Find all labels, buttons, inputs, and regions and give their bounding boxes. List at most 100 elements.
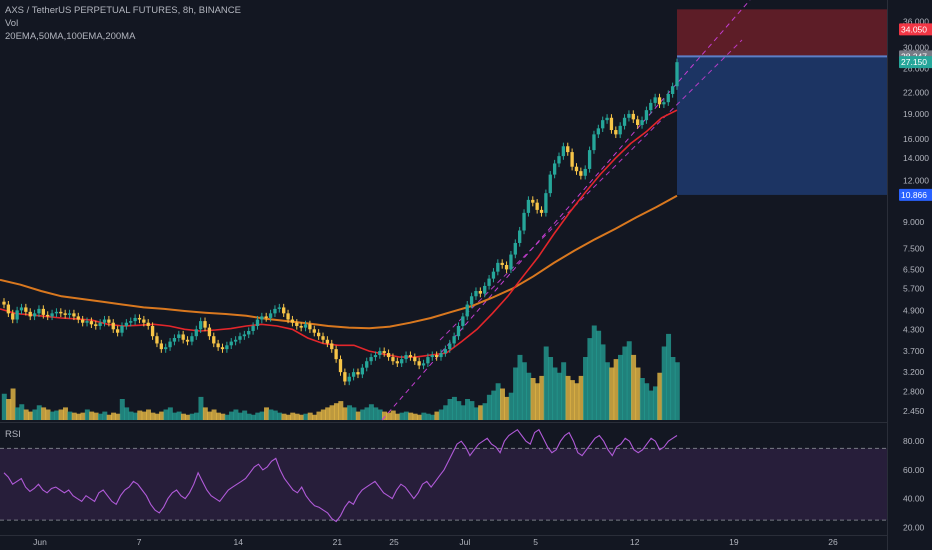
volume-bar <box>618 354 623 420</box>
time-axis-border <box>0 535 887 536</box>
candle-body <box>404 355 408 360</box>
volume-bar <box>342 407 348 420</box>
rsi-legend[interactable]: RSI <box>5 429 21 440</box>
volume-bar <box>408 412 414 420</box>
volume-bar <box>565 375 571 420</box>
candle-body <box>242 334 247 337</box>
target-price-badge: 10.866 <box>901 190 927 200</box>
candle-body <box>421 363 426 366</box>
volume-bar <box>124 407 130 420</box>
candle-body <box>321 336 325 340</box>
volume-bar <box>89 411 95 420</box>
volume-bar <box>430 414 436 420</box>
candle-body <box>382 351 386 354</box>
price-tick-label: 26.000 <box>903 63 929 73</box>
volume-bar <box>198 396 204 420</box>
volume-bar <box>167 407 173 420</box>
stop-price-badge: 34.050 <box>901 24 927 34</box>
volume-bar <box>443 405 449 420</box>
candle-body <box>552 163 557 175</box>
candle-body <box>264 316 268 318</box>
candle-body <box>229 341 233 346</box>
volume-bar <box>338 401 344 420</box>
candle-body <box>596 128 600 135</box>
volume-bar <box>421 412 427 420</box>
candle-body <box>282 307 286 314</box>
candle-body <box>395 361 399 364</box>
candle-body <box>391 357 395 362</box>
volume-bar <box>215 412 221 420</box>
volume-bar <box>45 409 51 420</box>
candle-body <box>448 343 452 350</box>
candle-body <box>255 319 260 326</box>
volume-bar <box>202 407 208 420</box>
candle-body <box>491 271 496 279</box>
candle-body <box>670 86 675 94</box>
candle-body <box>513 242 517 255</box>
candle-body <box>518 230 522 243</box>
price-tick-label: 2.450 <box>903 406 925 416</box>
volume-bar <box>281 413 287 420</box>
take-profit-zone <box>677 56 887 195</box>
volume-bar <box>373 407 379 420</box>
volume-bar <box>666 333 672 420</box>
volume-legend[interactable]: Vol <box>5 18 19 29</box>
time-tick-label: Jul <box>459 537 470 547</box>
volume-bar <box>609 367 615 420</box>
volume-bar <box>102 411 108 420</box>
volume-bar <box>268 409 274 420</box>
volume-bar <box>14 407 20 420</box>
candle-body <box>41 308 45 315</box>
candle-body <box>483 285 487 294</box>
candle-body <box>426 357 430 364</box>
candle-body <box>509 254 513 270</box>
candle-body <box>548 174 552 194</box>
ma-legend[interactable]: 20EMA,50MA,100EMA,200MA <box>5 31 136 42</box>
volume-bar <box>115 413 121 420</box>
candle-body <box>373 355 378 358</box>
candle-body <box>649 102 653 111</box>
price-tick-label: 4.900 <box>903 305 925 315</box>
candle-body <box>67 313 72 315</box>
candle-body <box>347 376 351 382</box>
volume-bar <box>146 409 151 420</box>
candle-body <box>168 341 172 348</box>
candle-body <box>233 339 238 342</box>
volume-bar <box>194 412 200 420</box>
time-tick-label: 7 <box>137 537 142 547</box>
candle-body <box>46 314 50 317</box>
candle-body <box>566 146 570 153</box>
candle-body <box>203 321 207 328</box>
volume-bar <box>456 401 462 420</box>
volume-bar <box>84 409 90 420</box>
volume-bar <box>425 413 431 420</box>
volume-bar <box>661 346 667 420</box>
volume-bar <box>36 405 42 420</box>
volume-bar <box>307 412 313 420</box>
candle-body <box>443 349 448 354</box>
volume-bar <box>403 411 409 420</box>
volume-bar <box>62 407 68 420</box>
candle-body <box>159 343 163 350</box>
volume-bar <box>395 413 401 420</box>
volume-bar <box>539 375 545 420</box>
candle-body <box>636 119 640 126</box>
volume-bar <box>119 399 125 420</box>
volume-bar <box>67 411 73 420</box>
candle-body <box>618 125 622 135</box>
candle-body <box>496 262 500 272</box>
volume-bar <box>58 409 64 420</box>
last-price-badge-bg <box>899 56 932 69</box>
candle-body <box>369 357 373 362</box>
candle-body <box>478 291 483 294</box>
symbol-legend[interactable]: AXS / TetherUS PERPETUAL FUTURES, 8h, BI… <box>5 5 241 16</box>
volume-bar <box>416 414 422 420</box>
candles-layer <box>2 58 679 386</box>
candle-body <box>653 97 657 103</box>
candle-body <box>85 321 89 323</box>
volume-bar <box>246 413 252 420</box>
candle-body <box>11 313 15 320</box>
volume-layer <box>1 325 680 420</box>
candle-body <box>557 156 561 164</box>
